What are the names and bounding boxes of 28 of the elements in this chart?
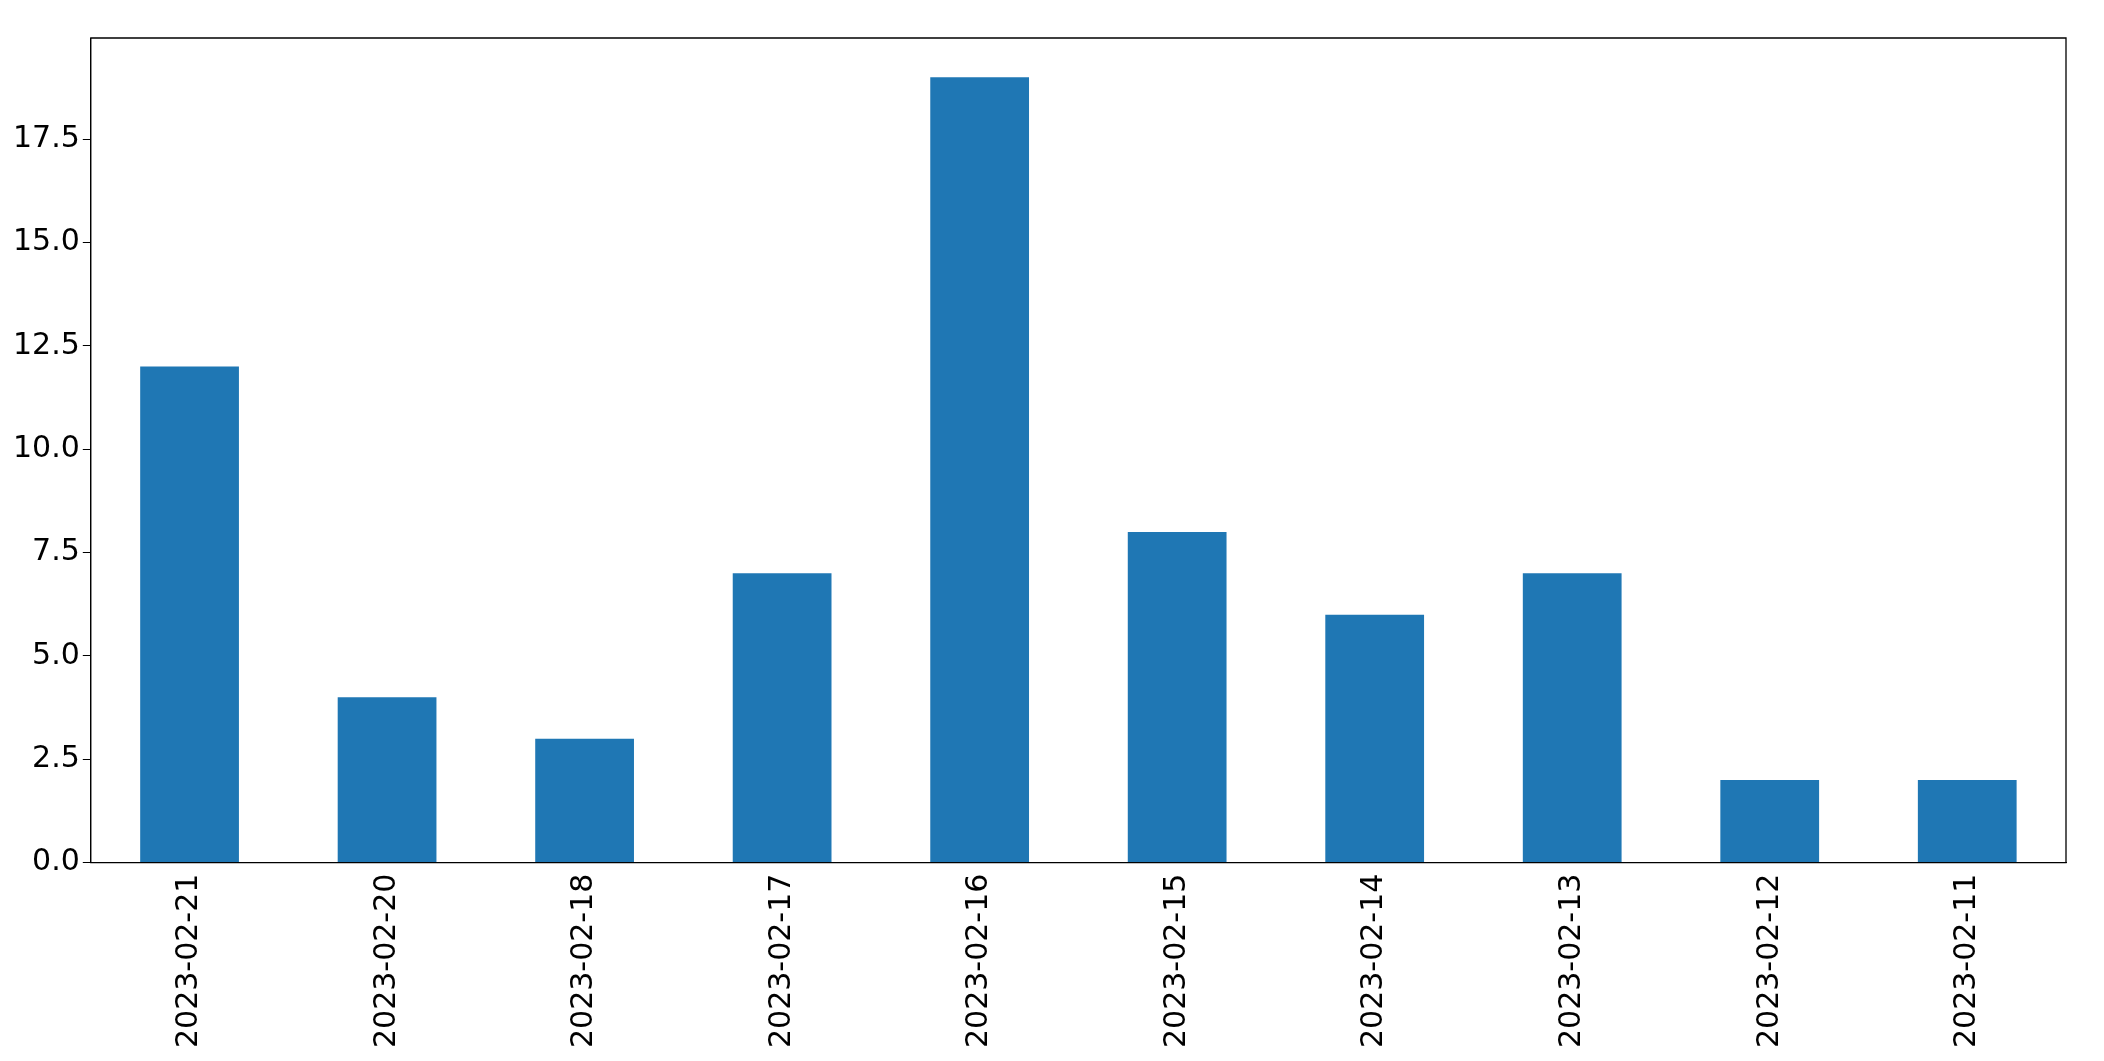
bar	[1720, 779, 1820, 863]
y-tick-label: 2.5	[32, 739, 80, 775]
x-tick-label: 2023-02-16	[959, 873, 995, 1049]
x-tick-label: 2023-02-14	[1354, 873, 1390, 1049]
x-tick-label: 2023-02-18	[564, 873, 600, 1049]
x-tick-label: 2023-02-13	[1552, 873, 1587, 1049]
x-tick-label: 2023-02-17	[761, 873, 797, 1049]
x-tick-label: 2023-02-21	[169, 873, 205, 1049]
x-tick-label: 2023-02-15	[1156, 873, 1192, 1049]
y-tick-label: 10.0	[13, 429, 80, 465]
bar	[732, 573, 832, 863]
y-tick-label: 0.0	[32, 842, 80, 878]
y-tick-label: 15.0	[13, 222, 80, 258]
x-tick-label: 2023-02-11	[1947, 873, 1983, 1049]
bar	[1325, 614, 1425, 863]
bar	[535, 738, 634, 863]
y-tick-label: 7.5	[32, 532, 80, 568]
x-tick-label: 2023-02-12	[1749, 873, 1785, 1049]
x-tick-label: 2023-02-20	[366, 873, 402, 1049]
bar	[1917, 779, 2017, 863]
bar	[1127, 531, 1227, 863]
bar	[337, 697, 437, 863]
y-tick-label: 12.5	[13, 325, 80, 361]
y-tick-label: 5.0	[32, 635, 80, 671]
y-tick-label: 17.5	[13, 119, 80, 155]
bar	[1522, 573, 1622, 863]
bar	[930, 77, 1030, 863]
bar	[140, 366, 239, 863]
